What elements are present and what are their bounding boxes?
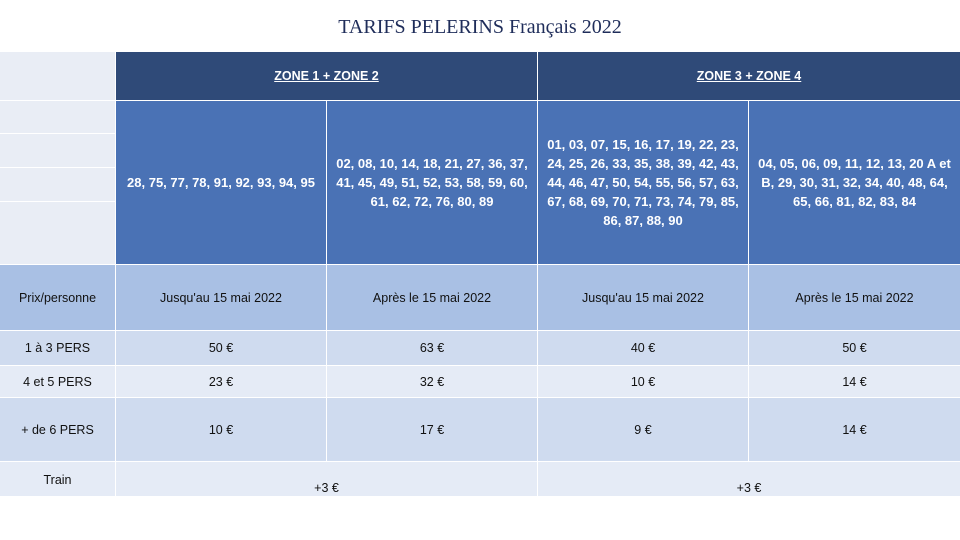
price-per-person-label: Prix/personne — [0, 265, 115, 330]
departments-zone-2: 02, 08, 10, 14, 18, 21, 27, 36, 37, 41, … — [327, 101, 537, 264]
price-cell: 50 € — [749, 331, 960, 365]
corner-empty-cell — [0, 52, 115, 100]
empty-label-cell — [0, 202, 115, 264]
period-header: Après le 15 mai 2022 — [749, 265, 960, 330]
train-zone-3-4-price: +3 € — [538, 462, 960, 496]
price-cell: 50 € — [116, 331, 326, 365]
empty-label-cell — [0, 101, 115, 133]
departments-zone-1: 28, 75, 77, 78, 91, 92, 93, 94, 95 — [116, 101, 326, 264]
price-cell: 17 € — [327, 398, 537, 461]
zone-3-4-header: ZONE 3 + ZONE 4 — [538, 52, 960, 100]
price-cell: 10 € — [116, 398, 326, 461]
price-cell: 10 € — [538, 366, 748, 397]
empty-label-cell — [0, 168, 115, 201]
departments-zone-3: 01, 03, 07, 15, 16, 17, 19, 22, 23, 24, … — [538, 101, 748, 264]
zone-1-2-header: ZONE 1 + ZONE 2 — [116, 52, 537, 100]
price-cell: 14 € — [749, 366, 960, 397]
period-header: Jusqu'au 15 mai 2022 — [538, 265, 748, 330]
empty-label-cell — [0, 134, 115, 167]
period-header: Jusqu'au 15 mai 2022 — [116, 265, 326, 330]
train-zone-1-2-price: +3 € — [116, 462, 537, 496]
price-cell: 14 € — [749, 398, 960, 461]
departments-zone-4: 04, 05, 06, 09, 11, 12, 13, 20 A et B, 2… — [749, 101, 960, 264]
price-cell: 63 € — [327, 331, 537, 365]
price-cell: 9 € — [538, 398, 748, 461]
period-header: Après le 15 mai 2022 — [327, 265, 537, 330]
price-cell: 40 € — [538, 331, 748, 365]
price-cell: 32 € — [327, 366, 537, 397]
row-label: 4 et 5 PERS — [0, 366, 115, 397]
price-cell: 23 € — [116, 366, 326, 397]
page-title: TARIFS PELERINS Français 2022 — [338, 16, 622, 38]
row-label: 1 à 3 PERS — [0, 331, 115, 365]
train-label: Train — [0, 462, 115, 496]
row-label: + de 6 PERS — [0, 398, 115, 461]
